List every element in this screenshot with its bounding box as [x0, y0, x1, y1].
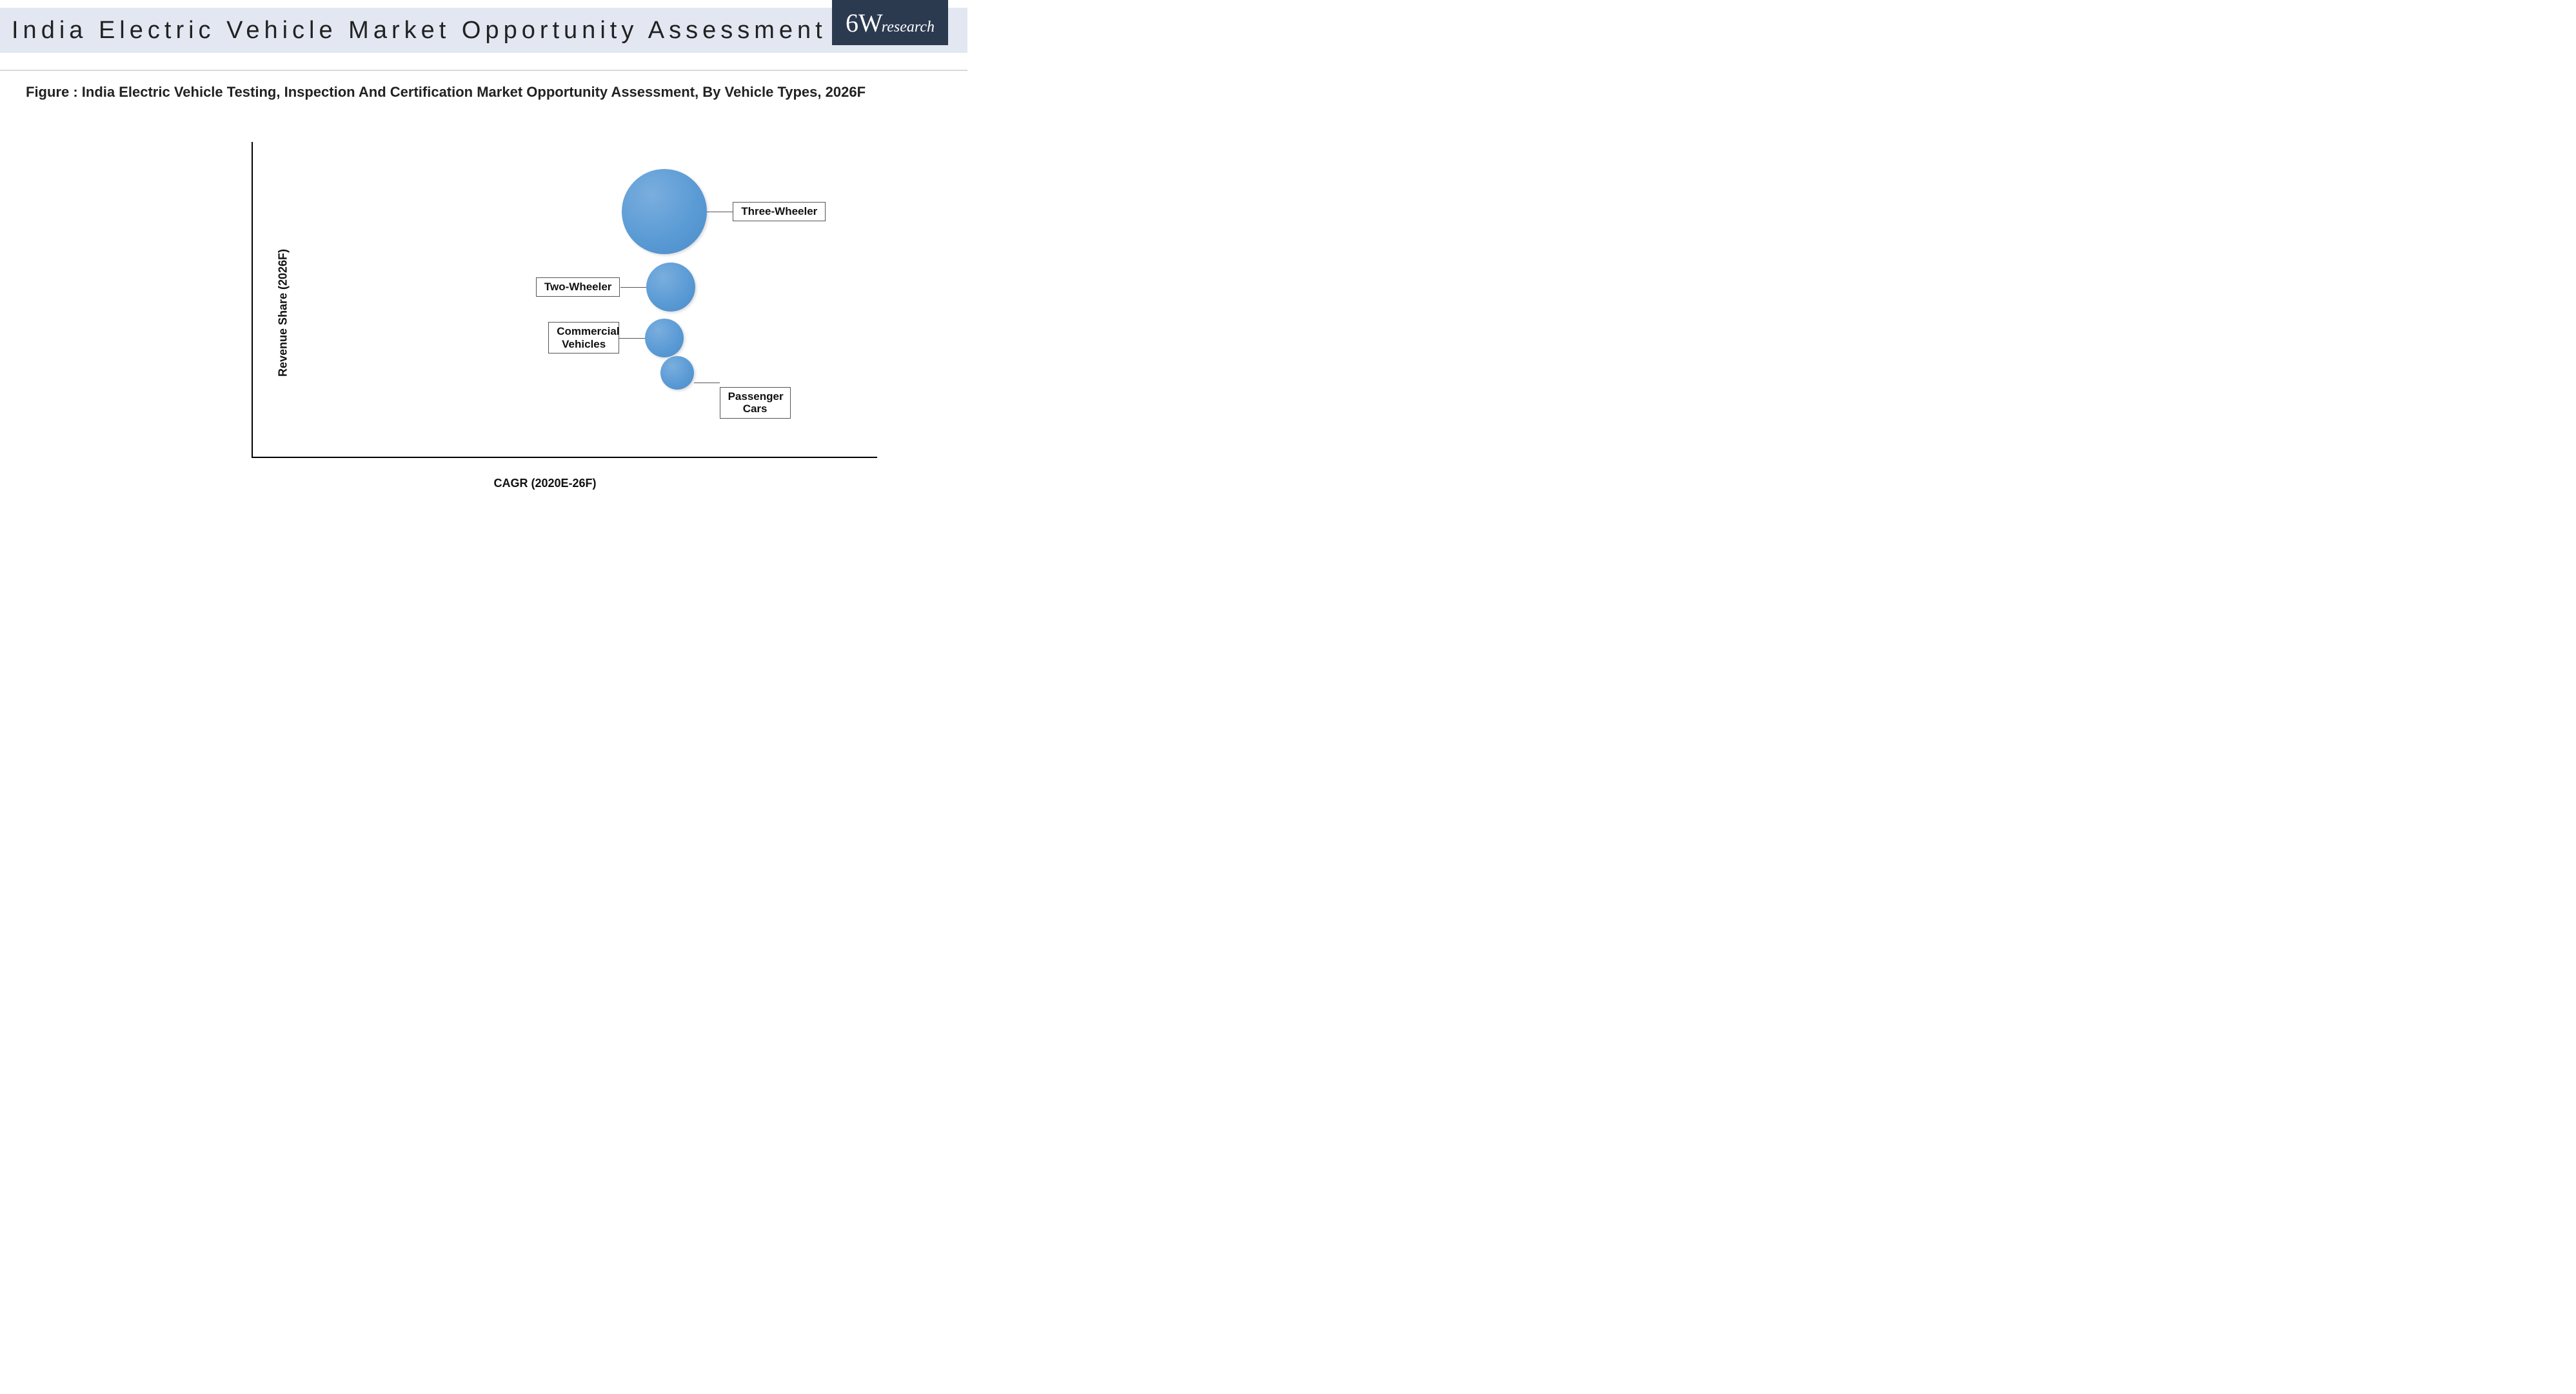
bubble-three_wheeler: [622, 169, 707, 254]
header-bar: India Electric Vehicle Market Opportunit…: [0, 8, 967, 53]
header-divider: [0, 70, 967, 71]
y-axis-label: Revenue Share (2026F): [277, 249, 290, 377]
callout-passenger_cars: PassengerCars: [720, 387, 791, 419]
page-root: India Electric Vehicle Market Opportunit…: [0, 0, 967, 524]
callout-line-commercial: [619, 338, 645, 339]
page-title: India Electric Vehicle Market Opportunit…: [12, 17, 827, 45]
callout-commercial: CommercialVehicles: [548, 322, 619, 353]
bubble-commercial: [645, 319, 684, 357]
y-axis-line: [252, 142, 253, 458]
figure-caption: Figure : India Electric Vehicle Testing,…: [26, 84, 942, 101]
x-axis-line: [252, 457, 877, 458]
callout-line-two_wheeler: [620, 287, 646, 288]
callout-three_wheeler: Three-Wheeler: [733, 202, 826, 221]
bubble-chart: Revenue Share (2026F) CAGR (2020E-26F) T…: [213, 129, 877, 497]
logo-main-text: 6W: [846, 8, 883, 38]
x-axis-label: CAGR (2020E-26F): [213, 477, 877, 490]
logo-badge: 6W research: [832, 0, 948, 45]
bubble-two_wheeler: [646, 263, 695, 312]
callout-two_wheeler: Two-Wheeler: [536, 277, 620, 297]
logo-sub-text: research: [882, 19, 935, 36]
bubble-passenger_cars: [660, 356, 694, 390]
